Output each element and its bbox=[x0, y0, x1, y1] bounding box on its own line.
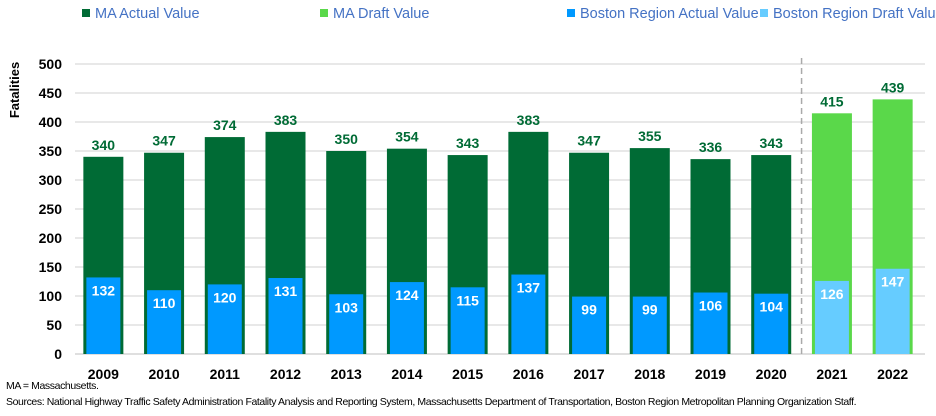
bar-chart: 0 50 100 150 200 250 300 350 400 450 500 Fatalities… bbox=[7, 6, 936, 382]
data-label: 131 bbox=[274, 283, 298, 299]
x-tick-label: 2021 bbox=[816, 366, 847, 380]
bar-boston-region-actual-value bbox=[450, 287, 485, 354]
data-label: 347 bbox=[577, 133, 601, 149]
bar-boston-region-actual-value bbox=[147, 290, 182, 354]
data-label: 374 bbox=[213, 117, 237, 133]
y-tick-label: 50 bbox=[46, 317, 62, 333]
data-label: 383 bbox=[274, 112, 298, 128]
y-tick-label: 300 bbox=[39, 172, 63, 188]
x-tick-label: 2022 bbox=[877, 366, 908, 380]
legend-label: Boston Region Actual Value bbox=[580, 6, 759, 22]
data-label: 439 bbox=[881, 79, 905, 95]
x-tick-label: 2016 bbox=[513, 366, 544, 380]
x-tick-label: 2010 bbox=[148, 366, 179, 380]
data-label: 104 bbox=[760, 299, 784, 315]
data-label: 103 bbox=[335, 299, 359, 315]
data-label: 99 bbox=[642, 302, 658, 318]
y-tick-label: 450 bbox=[39, 85, 63, 101]
legend-label: Boston Region Draft Value bbox=[773, 6, 936, 22]
bar-boston-region-actual-value bbox=[207, 284, 242, 354]
legend-swatch bbox=[82, 9, 90, 17]
y-tick-label: 350 bbox=[39, 143, 63, 159]
y-tick-label: 200 bbox=[39, 230, 63, 246]
y-tick-label: 150 bbox=[39, 259, 63, 275]
data-label: 115 bbox=[456, 292, 479, 308]
bar-boston-region-actual-value bbox=[268, 278, 303, 354]
data-label: 110 bbox=[153, 295, 176, 311]
legend-swatch bbox=[567, 9, 575, 17]
x-tick-label: 2013 bbox=[331, 366, 362, 380]
y-tick-label: 0 bbox=[54, 346, 62, 362]
abbrev-note: MA = Massachusetts. bbox=[6, 380, 99, 392]
x-tick-label: 2011 bbox=[210, 366, 241, 380]
data-label: 126 bbox=[820, 286, 844, 302]
y-axis-label: Fatalities bbox=[7, 62, 22, 118]
x-tick-label: 2009 bbox=[88, 366, 119, 380]
x-tick-label: 2015 bbox=[452, 366, 483, 380]
sources-note: Sources: National Highway Traffic Safety… bbox=[6, 396, 857, 408]
data-label: 120 bbox=[213, 289, 237, 305]
data-label: 415 bbox=[820, 93, 844, 109]
legend-label: MA Draft Value bbox=[333, 6, 429, 22]
legend-label: MA Actual Value bbox=[95, 6, 200, 22]
x-tick-label: 2017 bbox=[573, 366, 604, 380]
data-label: 132 bbox=[92, 282, 116, 298]
data-label: 340 bbox=[92, 137, 116, 153]
y-tick-label: 250 bbox=[39, 201, 63, 217]
x-tick-label: 2020 bbox=[756, 366, 787, 380]
data-label: 137 bbox=[517, 280, 541, 296]
x-tick-label: 2014 bbox=[391, 366, 422, 380]
x-tick-label: 2018 bbox=[634, 366, 665, 380]
x-tick-label: 2012 bbox=[270, 366, 301, 380]
data-label: 355 bbox=[638, 128, 662, 144]
legend-swatch bbox=[320, 9, 328, 17]
bar-boston-region-actual-value bbox=[329, 294, 364, 354]
data-label: 343 bbox=[456, 135, 480, 151]
bar-boston-region-actual-value bbox=[511, 274, 546, 354]
data-label: 383 bbox=[517, 112, 541, 128]
y-tick-label: 100 bbox=[39, 288, 63, 304]
data-label: 350 bbox=[335, 131, 359, 147]
y-tick-label: 400 bbox=[39, 114, 63, 130]
data-label: 354 bbox=[395, 129, 419, 145]
legend-swatch bbox=[760, 9, 768, 17]
bar-boston-region-actual-value bbox=[572, 296, 607, 354]
bar-boston-region-actual-value bbox=[754, 293, 789, 354]
bar-boston-region-actual-value bbox=[632, 296, 667, 354]
data-label: 343 bbox=[760, 135, 784, 151]
data-label: 347 bbox=[152, 133, 176, 149]
bar-boston-region-actual-value bbox=[693, 292, 728, 354]
bar-boston-region-actual-value bbox=[86, 277, 121, 354]
bar-boston-region-draft-value bbox=[814, 280, 849, 354]
y-tick-label: 500 bbox=[39, 56, 63, 72]
bar-boston-region-actual-value bbox=[389, 282, 424, 354]
data-label: 336 bbox=[699, 139, 723, 155]
data-label: 99 bbox=[581, 302, 597, 318]
data-label: 124 bbox=[395, 287, 419, 303]
x-tick-label: 2019 bbox=[695, 366, 726, 380]
data-label: 106 bbox=[699, 298, 723, 314]
bar-boston-region-draft-value bbox=[875, 268, 910, 354]
data-label: 147 bbox=[881, 274, 905, 290]
